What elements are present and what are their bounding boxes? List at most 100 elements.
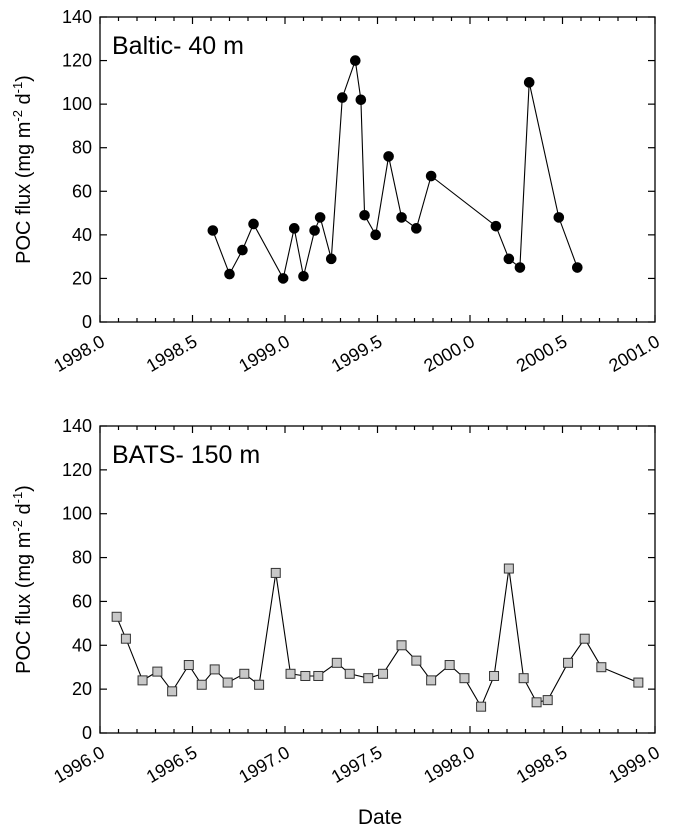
y-tick-label: 120 [62, 51, 92, 71]
x-tick-label: 1998.0 [420, 742, 478, 787]
data-point [355, 94, 367, 106]
baltic-y-axis-unit-open: (mg m [13, 122, 35, 184]
data-point [378, 668, 389, 679]
data-point [359, 209, 370, 221]
y-tick-label: 20 [72, 268, 92, 288]
y-tick-label: 100 [62, 94, 92, 114]
y-tick-label: 140 [62, 416, 92, 436]
bats-y-axis-label-main: POC flux [13, 594, 35, 674]
data-point [363, 673, 374, 684]
data-point [572, 262, 583, 273]
data-point [331, 657, 342, 668]
x-tick-label: 2000.0 [420, 331, 478, 376]
data-point [285, 668, 296, 679]
bats-ticks [99, 425, 656, 734]
bats-chart-panel: 1996.0 1996.5 1997.0 1997.5 1998.0 1998.5 1999… [10, 416, 663, 787]
data-point [120, 633, 131, 644]
data-point [288, 223, 300, 234]
baltic-x-tick-labels: 1998.0 1998.5 1999.0 1999.5 2000.0 2000.5 2001… [50, 331, 663, 376]
bats-y-axis-unit-mid: d [13, 503, 35, 520]
y-tick-label: 0 [82, 723, 92, 743]
x-tick-label: 1997.5 [328, 742, 386, 787]
baltic-y-axis-unit-mid: d [13, 93, 35, 110]
data-point [350, 55, 361, 66]
bats-y-axis-unit-close: ) [13, 485, 35, 492]
data-point [579, 633, 590, 644]
baltic-chart-panel: 1998.0 1998.5 1999.0 1999.5 2000.0 2000.5 2001… [10, 7, 663, 376]
data-point [411, 655, 422, 666]
baltic-y-axis-unit-close: ) [13, 75, 35, 82]
x-tick-label: 1999.5 [328, 331, 386, 376]
data-point [254, 679, 265, 690]
data-point [270, 567, 281, 578]
y-tick-label: 60 [72, 591, 92, 611]
data-point [596, 662, 607, 673]
data-point [167, 686, 178, 697]
y-tick-label: 80 [72, 548, 92, 568]
y-tick-label: 100 [62, 504, 92, 524]
baltic-plot-frame [99, 16, 656, 323]
data-point [183, 660, 194, 671]
x-tick-label: 1999.0 [235, 331, 293, 376]
x-axis-label-date: Date [358, 806, 402, 829]
baltic-y-axis-label: POC flux (mg m-2 d-1) [10, 75, 35, 264]
data-point [277, 273, 289, 284]
data-point [542, 695, 553, 706]
data-point [490, 220, 502, 232]
baltic-ticks [99, 16, 656, 323]
data-point [489, 670, 500, 681]
y-tick-label: 140 [62, 7, 92, 27]
data-point [553, 212, 565, 223]
data-point [325, 253, 337, 265]
data-point [503, 563, 514, 574]
data-point [298, 270, 309, 282]
data-point [237, 244, 248, 256]
y-tick-label: 0 [82, 312, 92, 332]
data-point [224, 268, 235, 280]
baltic-y-axis-unit-exp1: -2 [10, 110, 25, 122]
data-point [248, 218, 259, 230]
x-tick-label: 1998.0 [50, 331, 108, 376]
data-point [152, 666, 163, 677]
bats-panel-title: BATS- 150 m [112, 441, 260, 469]
x-tick-label: 2000.5 [513, 331, 571, 376]
data-point [222, 677, 233, 688]
y-tick-label: 80 [72, 138, 92, 158]
data-point [531, 697, 542, 708]
data-point [411, 223, 422, 234]
data-point [518, 673, 529, 684]
series-line [212, 60, 578, 280]
data-point [396, 640, 407, 651]
y-tick-label: 120 [62, 460, 92, 480]
series-line [116, 568, 639, 708]
data-point [309, 225, 320, 236]
data-point [313, 670, 324, 681]
baltic-y-tick-labels: 0 20 40 60 80 100 120 140 [62, 7, 92, 332]
bats-series [111, 563, 644, 712]
baltic-y-axis-label-main: POC flux [13, 184, 35, 264]
data-point [459, 673, 470, 684]
bats-y-axis-label: POC flux (mg m-2 d-1) [10, 485, 35, 674]
bats-plot-frame [99, 425, 656, 734]
bats-y-axis-unit-exp1: -2 [10, 520, 25, 532]
data-point [476, 701, 487, 712]
data-point [239, 668, 250, 679]
data-point [314, 212, 326, 223]
data-point [337, 92, 348, 103]
data-point [426, 675, 437, 686]
y-tick-label: 60 [72, 181, 92, 201]
data-point [370, 229, 381, 241]
data-point [425, 170, 437, 182]
data-point [444, 660, 455, 671]
baltic-y-axis-unit-exp2: -1 [10, 82, 25, 94]
data-point [196, 679, 207, 690]
data-point [514, 262, 526, 273]
baltic-panel-title: Baltic- 40 m [112, 32, 244, 60]
x-tick-label: 1998.5 [513, 742, 571, 787]
data-point [396, 212, 407, 223]
data-point [523, 77, 535, 88]
x-tick-label: 1996.0 [50, 742, 108, 787]
data-point [209, 664, 220, 675]
data-point [503, 253, 515, 265]
